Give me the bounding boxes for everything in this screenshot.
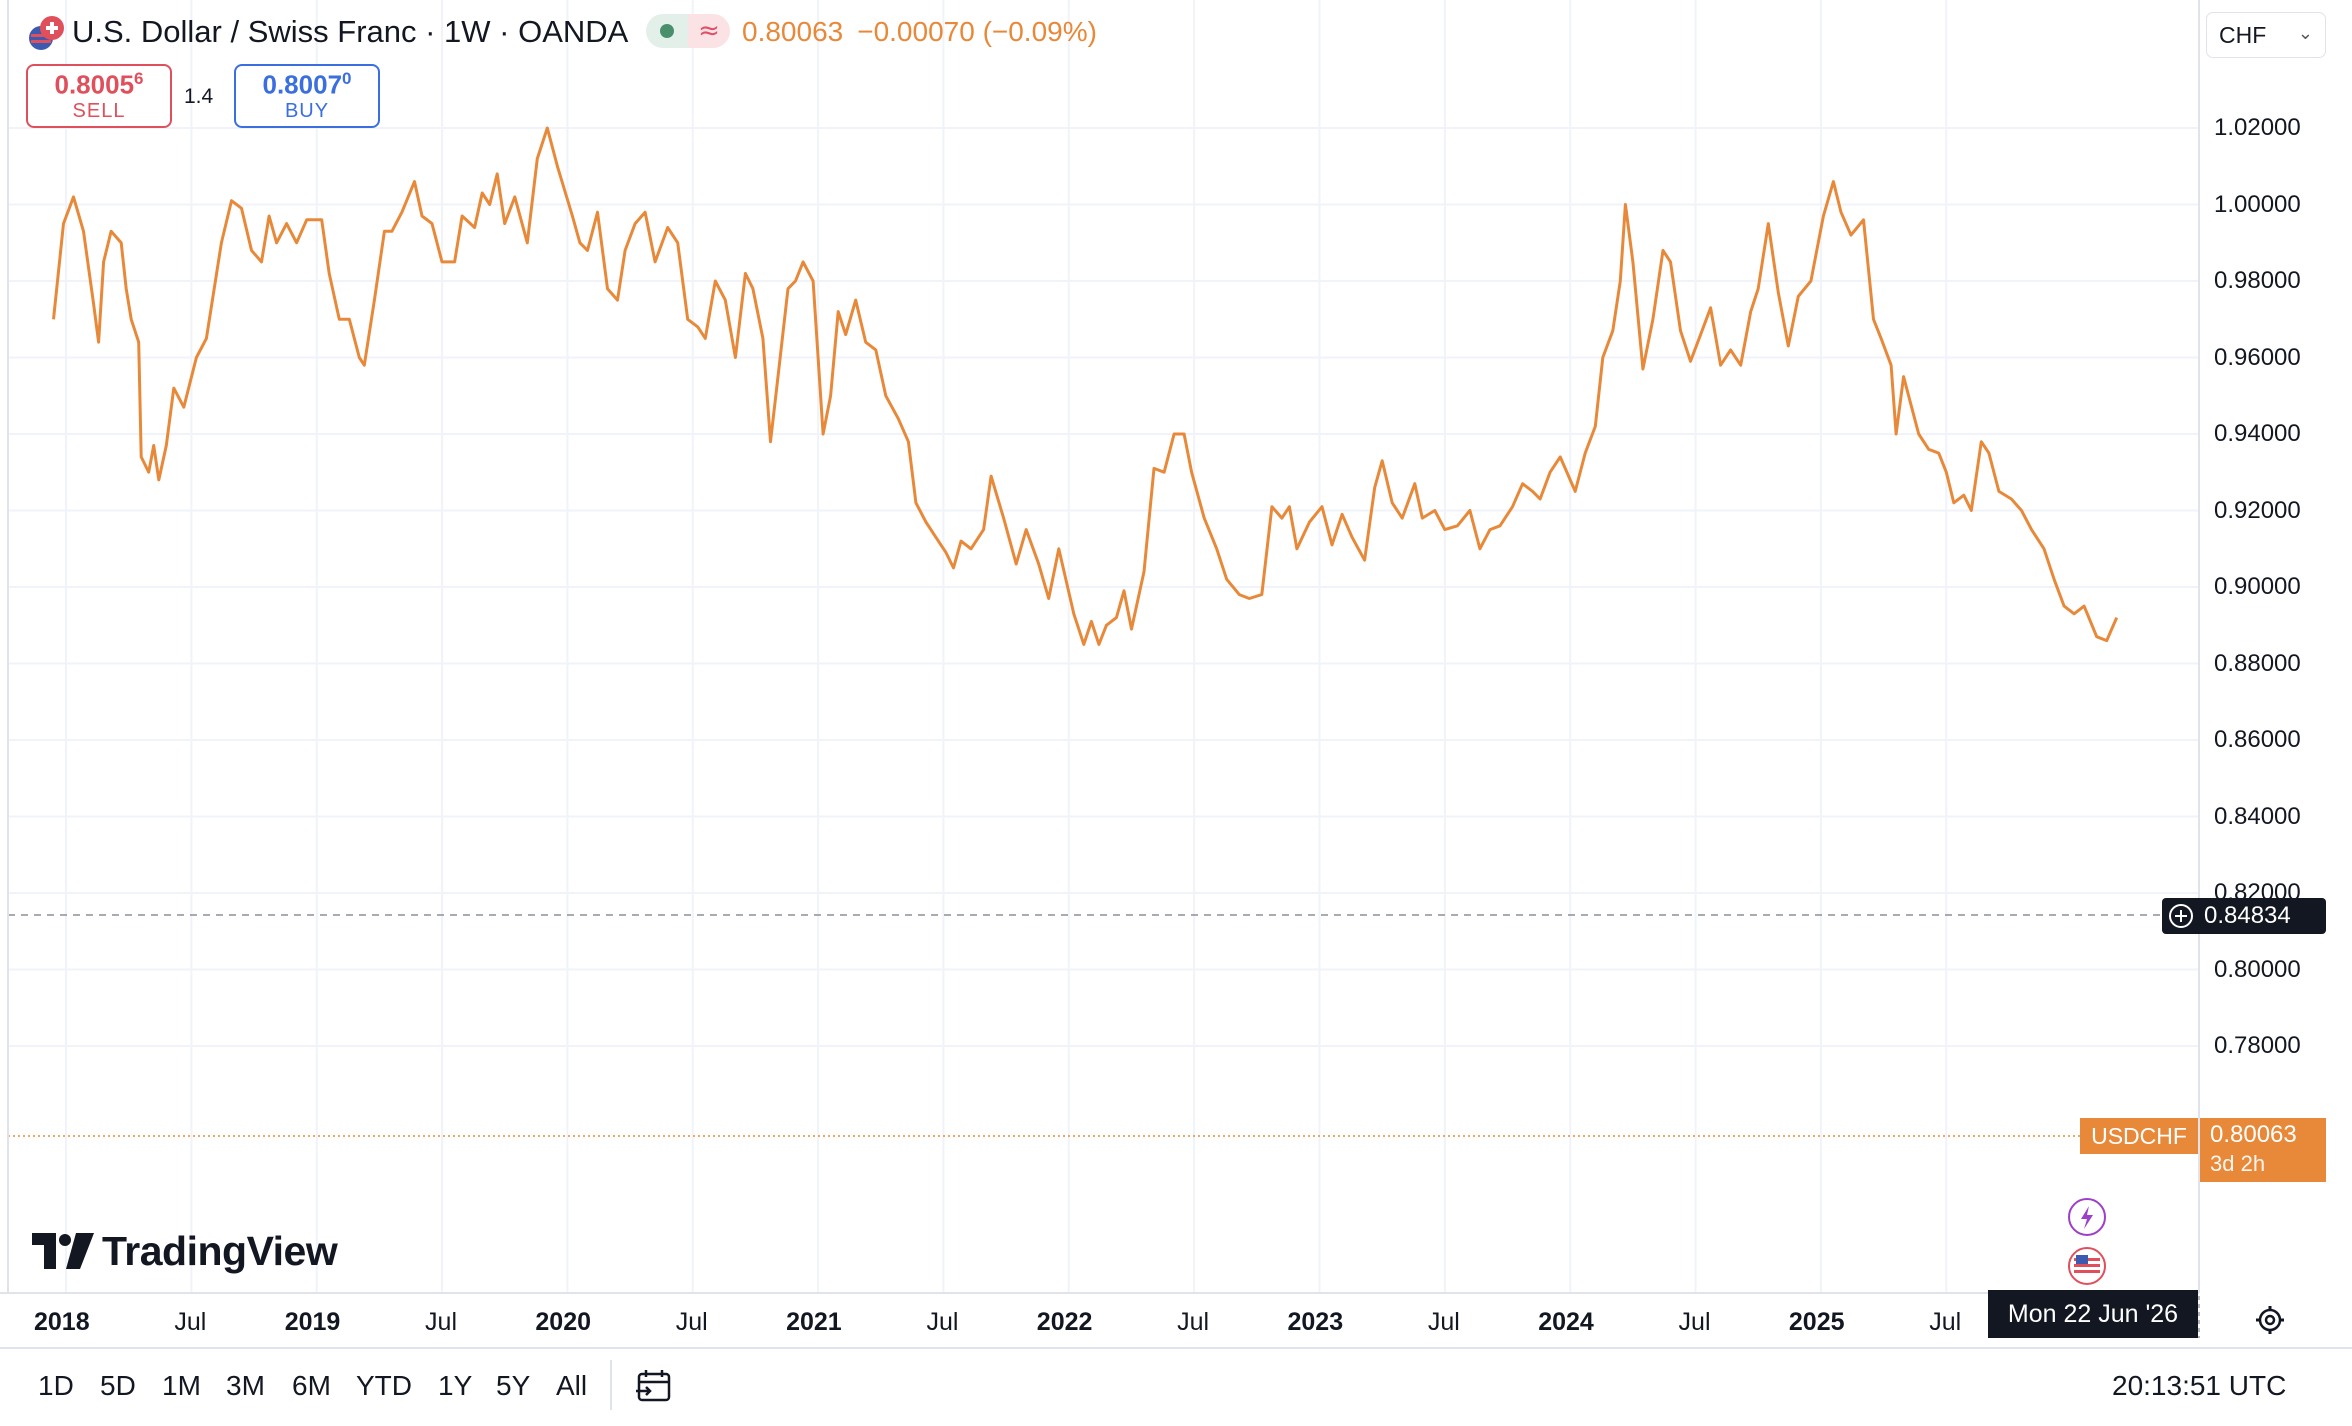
range-button-1d[interactable]: 1D (38, 1370, 74, 1401)
time-axis-label: Jul (926, 1308, 959, 1336)
price-axis-label: 0.86000 (2214, 726, 2301, 753)
wave-icon: ≈ (688, 14, 730, 48)
buy-price-pip: 0 (342, 69, 352, 89)
market-status[interactable]: ≈ (646, 14, 730, 48)
price-axis-label: 0.88000 (2214, 649, 2301, 677)
price-axis-label: 0.78000 (2214, 1032, 2301, 1059)
time-axis-label: 2024 (1538, 1308, 1594, 1336)
go-to-date-icon[interactable] (634, 1366, 674, 1406)
header-change: −0.00070 (−0.09%) (857, 16, 1097, 47)
symbol-title[interactable]: U.S. Dollar / Swiss Franc · 1W · OANDA (72, 14, 629, 49)
header-last-price: 0.80063 (742, 16, 844, 47)
range-button-3m[interactable]: 3M (226, 1370, 265, 1401)
time-axis-label: Jul (174, 1308, 207, 1336)
price-axis-label: 0.80000 (2214, 955, 2301, 983)
time-axis-label: 2021 (786, 1308, 842, 1336)
range-button-6m[interactable]: 6M (292, 1370, 331, 1401)
logo-wordmark: TradingView (102, 1227, 338, 1274)
utc-clock[interactable]: 20:13:51 UTC (2112, 1370, 2287, 1401)
price-axis-label: 0.84000 (2214, 802, 2301, 830)
bottom-divider (610, 1360, 612, 1410)
buy-price: 0.8007 (262, 69, 343, 100)
price-axis-label: 1.02000 (2214, 114, 2301, 141)
last-price-value: 0.80063 (2210, 1121, 2297, 1148)
buy-button[interactable]: 0.80070 BUY (234, 64, 380, 128)
time-axis-label: Jul (675, 1308, 708, 1336)
sell-label: SELL (72, 99, 126, 122)
price-axis-label: 0.90000 (2214, 573, 2301, 600)
price-axis-label: 0.98000 (2214, 267, 2301, 294)
price-axis-label: 0.96000 (2214, 343, 2301, 371)
crosshair-date: Mon 22 Jun '26 (1988, 1290, 2198, 1338)
sell-button[interactable]: 0.80056 SELL (26, 64, 172, 128)
symbol-flags-icon (29, 16, 64, 50)
last-symbol-badge: USDCHF (2080, 1118, 2198, 1154)
sell-price: 0.8005 (54, 69, 135, 100)
time-axis-label: 2023 (1287, 1308, 1344, 1336)
price-axis-label: 0.94000 (2214, 420, 2301, 447)
us-flag-event-icon[interactable] (2068, 1247, 2106, 1285)
lightning-event-icon[interactable] (2068, 1198, 2106, 1236)
market-open-dot-icon (646, 14, 688, 48)
price-gridlines (8, 127, 2199, 1047)
bar-countdown: 3d 2h (2210, 1151, 2266, 1176)
time-axis-label: 2025 (1788, 1308, 1845, 1336)
spread-value: 1.4 (184, 85, 214, 108)
time-axis-label: 2018 (34, 1308, 90, 1336)
tradingview-logo[interactable]: TradingView (32, 1227, 338, 1274)
last-price-badge: 0.80063 3d 2h (2200, 1118, 2326, 1182)
time-gridlines (65, 0, 1948, 1293)
crosshair-price: 0.84834 (2204, 902, 2291, 929)
range-button-1m[interactable]: 1M (162, 1370, 201, 1401)
usdchf-line-series (52, 126, 2119, 646)
price-axis-label: 0.92000 (2214, 496, 2301, 524)
time-axis-label: Jul (1427, 1308, 1460, 1336)
currency-select[interactable]: CHF ⌄ (2206, 12, 2326, 58)
tradingview-logo-icon (32, 1233, 94, 1269)
buy-label: BUY (284, 99, 330, 122)
range-button-ytd[interactable]: YTD (356, 1370, 412, 1401)
add-plus-icon[interactable] (2166, 901, 2196, 931)
time-axis-label: 2019 (284, 1308, 341, 1336)
time-axis-label: Jul (1678, 1308, 1711, 1336)
header-quote: 0.80063 −0.00070 (−0.09%) (742, 16, 1097, 48)
range-button-1y[interactable]: 1Y (438, 1370, 473, 1401)
time-axis-label: Jul (1177, 1308, 1210, 1336)
time-axis-label: Jul (1929, 1308, 1962, 1336)
currency-select-value: CHF (2219, 21, 2267, 48)
time-axis-label: 2020 (535, 1308, 592, 1336)
range-button-5y[interactable]: 5Y (496, 1370, 531, 1401)
range-button-all[interactable]: All (556, 1370, 588, 1401)
crosshair-price-badge: 0.84834 (2162, 898, 2326, 934)
sell-price-pip: 6 (134, 69, 144, 89)
time-axis-label: Jul (425, 1308, 458, 1336)
chevron-down-icon: ⌄ (2297, 23, 2313, 43)
range-button-5d[interactable]: 5D (100, 1370, 136, 1401)
settings-gear-icon[interactable] (2252, 1302, 2288, 1338)
time-axis-label: 2022 (1036, 1308, 1093, 1336)
price-axis-label: 1.00000 (2214, 190, 2301, 218)
